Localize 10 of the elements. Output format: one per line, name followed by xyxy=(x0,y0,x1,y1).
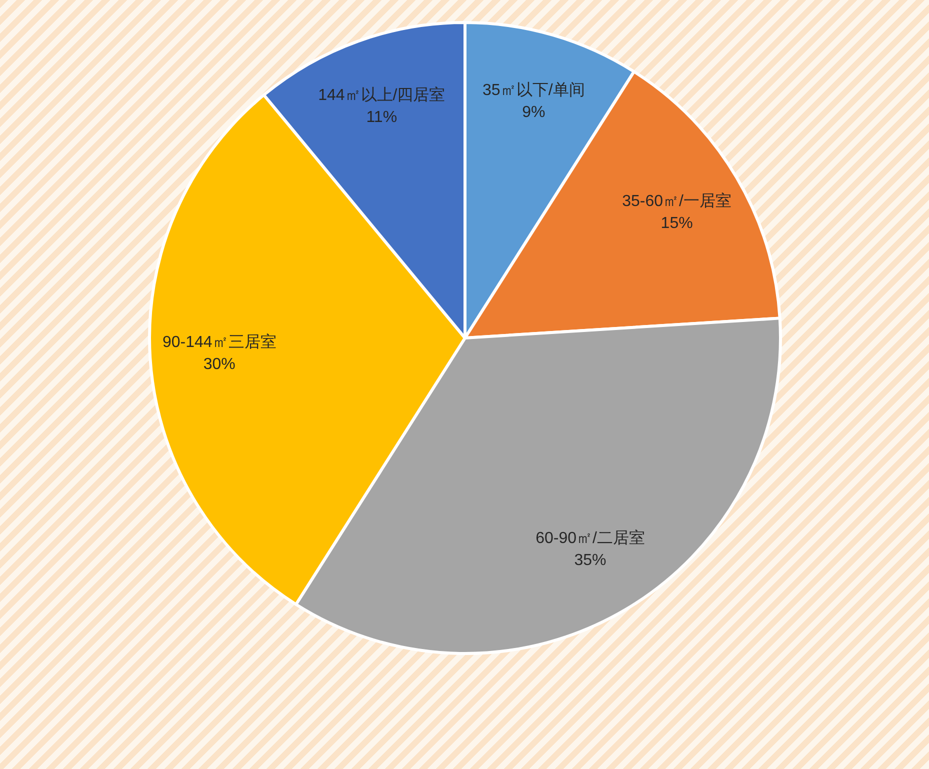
slice-label: 35-60㎡/一居室 xyxy=(622,192,732,210)
slice-label: 35㎡以下/单间 xyxy=(482,81,585,100)
data-label: 11% xyxy=(366,108,398,126)
data-label: 9% xyxy=(522,104,546,122)
slice-label: 90-144㎡三居室 xyxy=(162,332,276,351)
data-label: 30% xyxy=(203,356,236,373)
slice-label: 60-90㎡/二居室 xyxy=(536,529,645,548)
data-label: 15% xyxy=(660,215,693,232)
slice-label: 144㎡以上/四居室 xyxy=(318,86,446,104)
data-label: 35% xyxy=(574,552,606,570)
